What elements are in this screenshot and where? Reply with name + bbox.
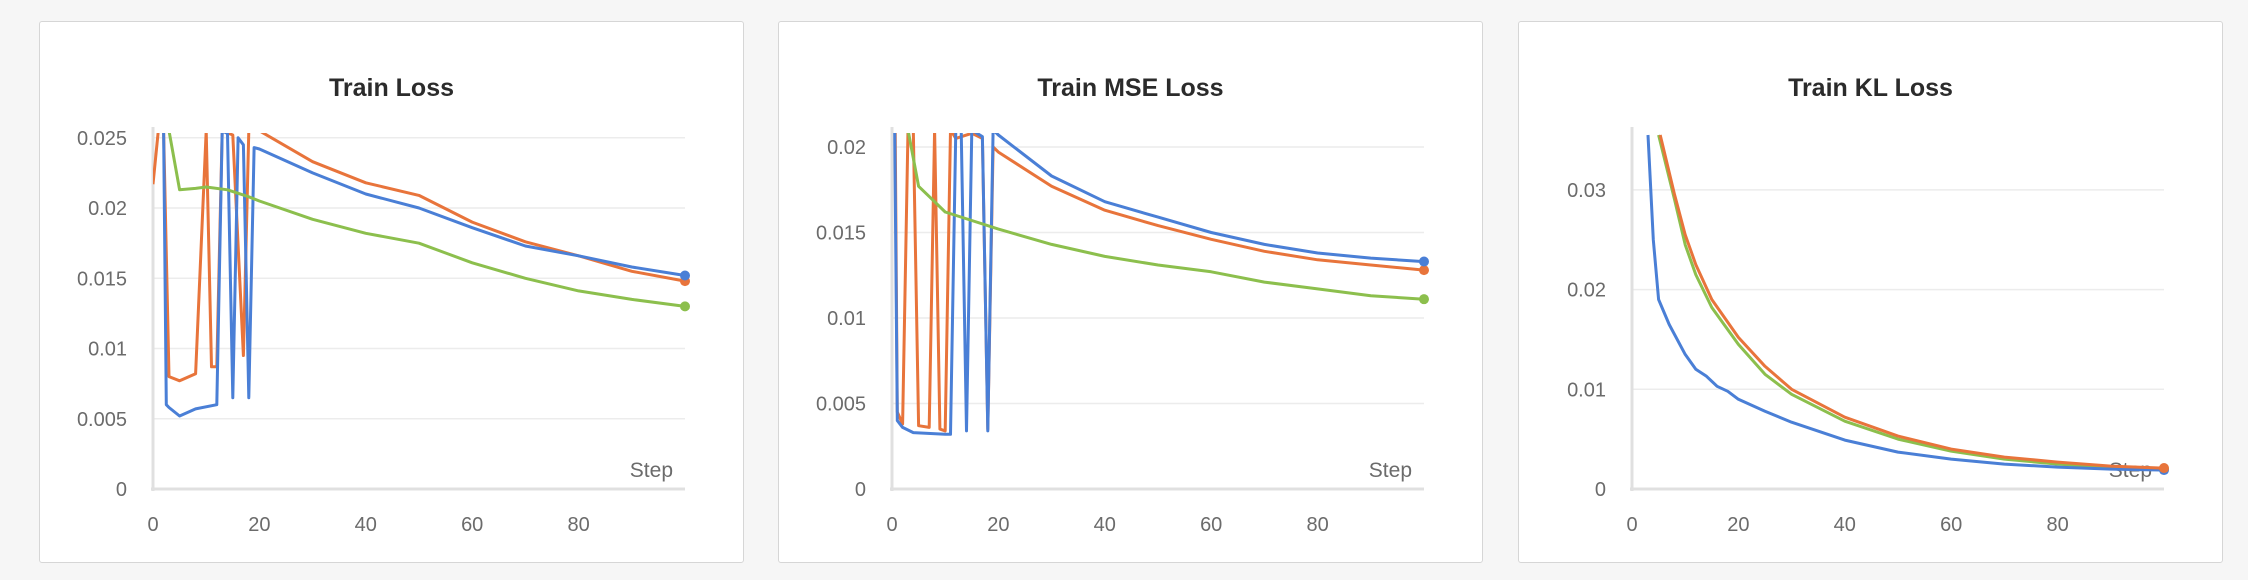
x-tick-label: 40 (355, 514, 377, 536)
series-line-blue (162, 133, 686, 418)
series-end-point-blue (1419, 256, 1429, 267)
chart-panel-train-loss: Train Loss 0 0.005 0.01 0.015 0.02 0.025 0 20 40… (39, 21, 744, 563)
x-tick-label: 60 (461, 514, 483, 536)
y-tick-label: 0.005 (77, 409, 127, 431)
x-tick-label: 80 (567, 514, 589, 536)
series-line-green (907, 133, 1425, 301)
series-line-blue (893, 133, 1425, 436)
x-axis-label: Step (1369, 459, 1412, 482)
y-tick-label: 0.015 (77, 268, 127, 290)
series-end-point-orange (1419, 265, 1429, 276)
y-tick-label: 0 (116, 479, 127, 501)
series-end-point-blue (680, 270, 690, 281)
series-line-green (167, 133, 686, 308)
y-tick-label: 0.01 (1567, 379, 1606, 401)
series-end-point-green (680, 301, 690, 312)
y-tick-label: 0.02 (88, 198, 127, 220)
x-tick-label: 80 (2046, 514, 2068, 536)
y-tick-label: 0.03 (1567, 180, 1606, 202)
chart-title: Train Loss (328, 74, 455, 102)
x-tick-label: 60 (1200, 514, 1222, 536)
y-tick-label: 0.015 (816, 222, 866, 244)
chart-panel-train-kl-loss: Train KL Loss 0 0.01 0.02 0.03 0 20 40 60 80 Step (1518, 21, 2223, 563)
y-tick-label: 0 (1595, 479, 1606, 501)
x-tick-label: 40 (1094, 514, 1116, 536)
y-tick-label: 0 (855, 479, 866, 501)
y-tick-label: 0.02 (827, 137, 866, 159)
series-line-orange (893, 133, 1425, 433)
x-tick-label: 20 (248, 514, 270, 536)
x-tick-label: 40 (1834, 514, 1856, 536)
x-tick-label: 0 (886, 514, 897, 536)
x-tick-label: 60 (1940, 514, 1962, 536)
series-line-green (1657, 134, 2165, 471)
x-tick-label: 20 (1727, 514, 1749, 536)
y-tick-label: 0.02 (1567, 280, 1606, 302)
chart-train-loss[interactable]: 0 0.005 0.01 0.015 0.02 0.025 0 20 40 60 80 Step (40, 22, 745, 564)
chart-title: Train KL Loss (1788, 74, 1953, 102)
series-line-blue (1646, 134, 2165, 472)
y-tick-label: 0.01 (827, 308, 866, 330)
chart-panel-train-mse-loss: Train MSE Loss 0 0.005 0.01 0.015 0.02 0 20 40 6… (778, 21, 1483, 563)
series-line-orange (153, 133, 686, 383)
x-tick-label: 0 (147, 514, 158, 536)
x-tick-label: 80 (1306, 514, 1328, 536)
x-tick-label: 20 (987, 514, 1009, 536)
chart-title: Train MSE Loss (1037, 74, 1224, 102)
x-axis-label: Step (630, 459, 673, 482)
series-line-orange (1658, 134, 2165, 470)
y-tick-label: 0.005 (816, 393, 866, 415)
series-end-point-green (1419, 294, 1429, 305)
y-tick-label: 0.025 (77, 128, 127, 150)
chart-train-mse-loss[interactable]: 0 0.005 0.01 0.015 0.02 0 20 40 60 80 Step (779, 22, 1484, 564)
series-end-point-orange (2159, 463, 2169, 474)
y-tick-label: 0.01 (88, 339, 127, 361)
x-tick-label: 0 (1626, 514, 1637, 536)
